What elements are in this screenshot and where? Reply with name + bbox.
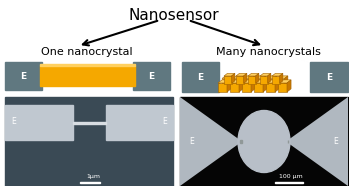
Text: Nanosensor: Nanosensor	[129, 8, 219, 23]
Polygon shape	[255, 76, 266, 78]
Bar	[182, 62, 219, 92]
Bar	[5, 62, 42, 90]
Polygon shape	[278, 80, 291, 83]
Polygon shape	[244, 73, 247, 84]
Polygon shape	[252, 76, 255, 86]
Polygon shape	[255, 73, 259, 84]
Polygon shape	[263, 80, 267, 92]
Polygon shape	[255, 78, 262, 86]
Polygon shape	[274, 76, 277, 86]
Text: E: E	[20, 71, 26, 81]
Polygon shape	[284, 76, 288, 86]
Text: E: E	[163, 118, 168, 126]
Polygon shape	[244, 78, 252, 86]
Polygon shape	[267, 73, 271, 84]
Text: E: E	[12, 118, 16, 126]
Polygon shape	[248, 76, 255, 84]
Polygon shape	[218, 83, 227, 92]
Polygon shape	[287, 80, 291, 92]
Bar	[106, 105, 173, 140]
Polygon shape	[272, 76, 280, 84]
Bar	[310, 62, 348, 92]
Polygon shape	[272, 73, 283, 76]
Text: E: E	[334, 137, 339, 147]
Polygon shape	[266, 80, 279, 83]
Polygon shape	[254, 80, 267, 83]
Polygon shape	[262, 76, 266, 86]
Polygon shape	[277, 76, 288, 78]
Polygon shape	[266, 76, 277, 78]
Text: E: E	[190, 137, 194, 147]
Polygon shape	[275, 80, 279, 92]
Text: E: E	[326, 73, 332, 81]
Polygon shape	[266, 83, 275, 92]
Polygon shape	[242, 83, 251, 92]
Polygon shape	[240, 76, 244, 86]
Text: 1μm: 1μm	[86, 174, 100, 179]
Polygon shape	[251, 80, 255, 92]
Polygon shape	[244, 76, 255, 78]
Bar	[40, 64, 135, 66]
Polygon shape	[277, 78, 284, 86]
Polygon shape	[260, 73, 271, 76]
Polygon shape	[230, 80, 243, 83]
Polygon shape	[236, 76, 244, 84]
Bar	[5, 97, 173, 186]
Polygon shape	[248, 73, 259, 76]
Polygon shape	[239, 80, 243, 92]
Text: 100 μm: 100 μm	[279, 174, 303, 179]
Polygon shape	[233, 76, 244, 78]
Polygon shape	[230, 83, 239, 92]
Bar	[5, 105, 73, 140]
Ellipse shape	[238, 110, 290, 172]
Polygon shape	[266, 78, 274, 86]
Polygon shape	[222, 76, 233, 78]
Polygon shape	[233, 78, 240, 86]
Bar	[73, 121, 106, 124]
Polygon shape	[236, 73, 247, 76]
Bar	[275, 182, 303, 183]
Polygon shape	[180, 97, 242, 186]
Text: E: E	[148, 71, 154, 81]
Polygon shape	[230, 76, 233, 86]
Bar	[180, 97, 348, 186]
Polygon shape	[286, 97, 348, 186]
Polygon shape	[242, 80, 255, 83]
Polygon shape	[222, 78, 230, 86]
Polygon shape	[218, 80, 231, 83]
Text: One nanocrystal: One nanocrystal	[41, 47, 133, 57]
Bar	[133, 62, 170, 90]
Bar	[240, 140, 242, 142]
Polygon shape	[227, 80, 231, 92]
Polygon shape	[231, 73, 235, 84]
Polygon shape	[278, 83, 287, 92]
Bar	[80, 182, 100, 183]
Text: Many nanocrystals: Many nanocrystals	[216, 47, 320, 57]
Polygon shape	[224, 73, 235, 76]
Text: E: E	[197, 73, 203, 81]
Polygon shape	[280, 73, 283, 84]
Bar	[40, 66, 135, 86]
Polygon shape	[224, 76, 231, 84]
Polygon shape	[260, 76, 267, 84]
Polygon shape	[254, 83, 263, 92]
